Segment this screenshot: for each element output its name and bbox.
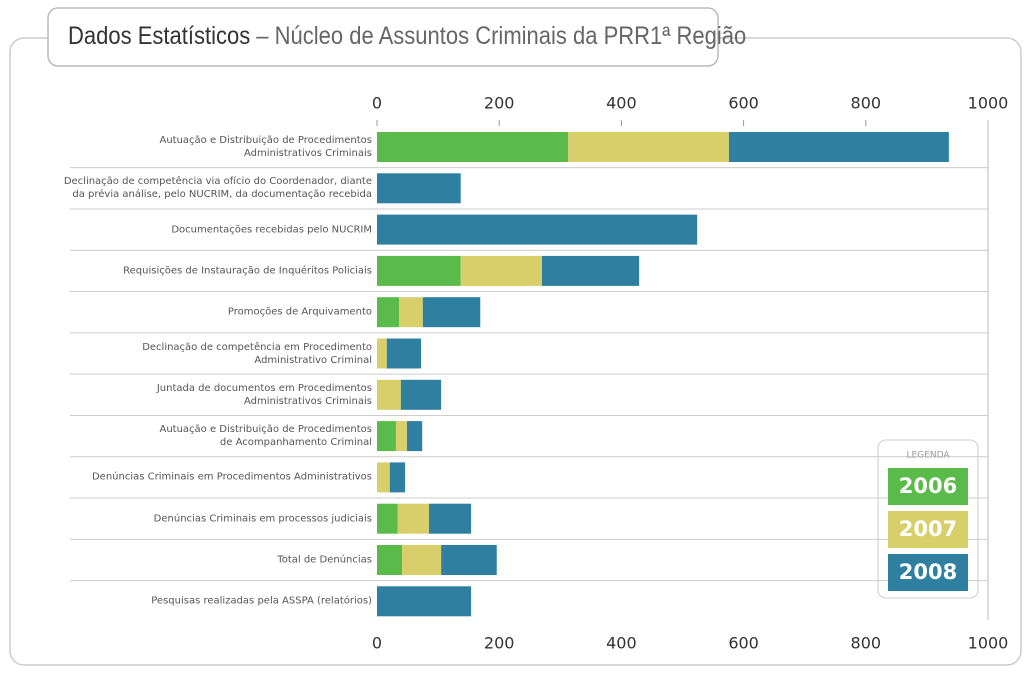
legend-swatch: [888, 554, 968, 591]
bar-segment: [428, 503, 472, 534]
chart-title: Dados Estatísticos: [68, 22, 251, 50]
category-label: Juntada de documentos em Procedimentos A…: [156, 382, 372, 407]
bar-segment: [377, 173, 461, 204]
x-tick-label: 1000: [968, 94, 1009, 113]
x-tick-label: 0: [372, 634, 382, 653]
legend-label: 2006: [899, 474, 957, 498]
bar-segment: [728, 132, 949, 162]
x-tick-label: 800: [851, 634, 882, 653]
category-label: Pesquisas realizadas pela ASSPA (relatór…: [151, 595, 372, 607]
bar-segment: [377, 255, 461, 286]
x-tick-label: 0: [372, 94, 382, 113]
bar-segment: [389, 462, 406, 493]
x-tick-label: 800: [851, 94, 882, 113]
bar-segment: [377, 338, 387, 369]
chart-subtitle: – Núcleo de Assuntos Criminais da PRR1ª …: [256, 22, 747, 50]
bar-segment: [377, 132, 569, 162]
bar-segment: [386, 338, 421, 369]
bar-segment: [377, 586, 472, 617]
bar-segment: [377, 462, 390, 493]
bar-segment: [377, 421, 396, 452]
category-label: Requisições de Instauração de Inquéritos…: [123, 265, 372, 277]
category-label: Declinação de competência em Procediment…: [142, 341, 372, 366]
legend-label: 2007: [899, 517, 957, 541]
x-tick-label: 400: [606, 94, 637, 113]
title-box: [47, 7, 719, 67]
legend-title: LEGENDA: [906, 451, 950, 461]
bar-segment: [377, 297, 399, 328]
bar-segment: [541, 255, 640, 286]
legend-swatch: [888, 468, 968, 505]
bar-segment: [460, 255, 542, 286]
x-tick-label: 1000: [968, 634, 1009, 653]
bar-segment: [377, 379, 401, 410]
category-label: Promoções de Arquivamento: [227, 306, 372, 318]
bar-segment: [397, 503, 429, 534]
category-label: Total de Denúncias: [277, 554, 372, 566]
bar-segment: [395, 421, 407, 452]
bar-segment: [377, 503, 398, 534]
x-tick-label: 400: [606, 634, 637, 653]
category-label: Denúncias Criminais em Procedimentos Adm…: [91, 471, 372, 483]
category-label: Documentações recebidas pelo NUCRIM: [171, 224, 372, 236]
category-label: Autuação e Distribuição de Procedimentos…: [159, 424, 372, 449]
bar-segment: [377, 214, 698, 245]
x-tick-label: 600: [728, 634, 759, 653]
x-tick-label: 200: [484, 94, 515, 113]
bar-segment: [402, 545, 442, 575]
title-row: Dados Estatísticos – Núcleo de Assuntos …: [68, 22, 746, 51]
bar-segment: [377, 545, 403, 575]
bar-segment: [400, 379, 442, 410]
category-label: Denúncias Criminais em processos judicia…: [153, 513, 372, 525]
x-tick-label: 600: [728, 94, 759, 113]
bar-segment: [422, 297, 481, 328]
bar-segment: [568, 132, 729, 162]
legend-label: 2008: [899, 560, 957, 584]
x-tick-label: 200: [484, 634, 515, 653]
bar-segment: [406, 421, 423, 452]
category-label: Autuação e Distribuição de Procedimentos…: [159, 135, 372, 159]
legend-swatch: [888, 511, 968, 548]
category-label: Declinação de competência via ofício do …: [63, 176, 372, 201]
bar-segment: [398, 297, 423, 328]
bar-segment: [441, 545, 497, 575]
